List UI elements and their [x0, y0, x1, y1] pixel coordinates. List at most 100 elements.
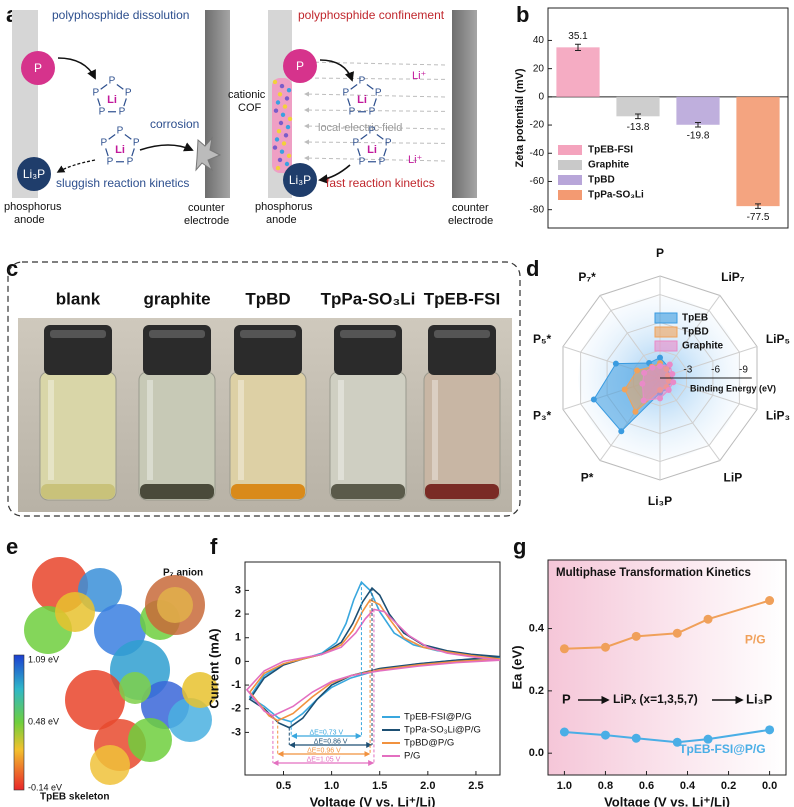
panel-label: d [526, 256, 539, 281]
radar-point [634, 367, 641, 374]
bond [100, 84, 108, 90]
arrow [318, 164, 351, 184]
cof-dot [283, 133, 289, 138]
x-tick-label: 0.2 [721, 780, 736, 792]
legend-label: TpEB-FSI [588, 145, 633, 156]
spoke [659, 377, 758, 410]
atom: P [342, 87, 349, 98]
panel-label: b [516, 2, 529, 27]
bar [556, 47, 600, 97]
atom: P [107, 156, 114, 167]
axis-label: Ea (eV) [509, 645, 524, 689]
field-arrow [304, 139, 446, 145]
label: COF [238, 102, 262, 114]
label: electrode [184, 215, 229, 227]
sample-label: blank [56, 289, 101, 308]
y-tick-label: -1 [231, 679, 241, 691]
series-marker [631, 733, 641, 743]
series-marker [559, 644, 569, 654]
esp-surface [182, 672, 218, 708]
bar [736, 96, 780, 207]
cof-dot [273, 108, 279, 113]
arrow [139, 142, 194, 152]
sample-label: TpBD [245, 289, 290, 308]
photo-frame [7, 261, 521, 517]
legend-label: TpBD [682, 327, 709, 338]
sample-label: TpPa-SO₃Li [321, 289, 416, 308]
plot-frame [547, 7, 789, 229]
vial-glare [338, 380, 344, 480]
r-tick-label: -6 [711, 365, 720, 376]
vial-glare [147, 380, 153, 480]
radar-point [640, 397, 647, 404]
vial-cap-shine [434, 330, 490, 338]
atom-ball [17, 157, 51, 191]
legend-swatch [654, 340, 678, 352]
esp-surface [55, 592, 95, 632]
atom-ball [283, 49, 317, 83]
series-marker [600, 642, 610, 652]
error-bar [635, 113, 641, 120]
radar-point [657, 354, 663, 361]
ion: Li⁺ [408, 154, 423, 166]
data-label: -77.5 [747, 212, 770, 223]
atom: Li [357, 94, 367, 106]
atom: Li₃P [289, 173, 311, 187]
chart-title: Multiphase Transformation Kinetics [556, 567, 751, 579]
axis-label: Current (mA) [206, 628, 221, 708]
series-marker [765, 725, 775, 735]
cof-dot [272, 79, 278, 85]
bond [373, 98, 377, 107]
x-tick-label: 1.0 [557, 780, 572, 792]
axis-label: LiP₇ [721, 270, 745, 284]
cof-dot [279, 83, 285, 89]
series-line [564, 599, 770, 650]
series-marker [703, 614, 713, 624]
field-arrow [304, 91, 446, 98]
bond [116, 84, 124, 90]
vial-cap-shine [149, 330, 205, 338]
atom: Li [115, 144, 125, 156]
esp-surface [65, 670, 125, 730]
x-tick-label: 0.0 [762, 780, 777, 792]
atom: P [296, 59, 304, 73]
series-marker [672, 628, 682, 638]
vial-glare [432, 380, 438, 480]
atom: Li [107, 94, 117, 106]
esp-surface [90, 745, 130, 785]
error-bar [695, 122, 701, 128]
atom: P [379, 156, 386, 167]
y-tick-label: 40 [533, 35, 545, 46]
vial-sediment [41, 484, 115, 499]
x-tick-label: 1.5 [372, 780, 387, 792]
y-tick-label: 0.0 [529, 747, 544, 759]
radar-point [657, 362, 663, 369]
corrosion-mark [195, 136, 222, 172]
atom: P [359, 76, 366, 87]
delta-label: ΔE=1.05 V [307, 756, 341, 763]
bar [616, 96, 660, 117]
esp-surface [128, 718, 172, 762]
atom: P [369, 126, 376, 137]
legend-label: TpBD@P/G [404, 738, 454, 749]
radar-point [665, 387, 672, 394]
legend-label: Graphite [682, 341, 724, 352]
plot-frame [244, 561, 501, 776]
series-marker [631, 631, 641, 641]
radar-point [670, 379, 677, 386]
legend-label: TpPa-SO₃Li [588, 190, 644, 201]
axis-label: P₅* [533, 332, 552, 346]
axis-label: P [656, 246, 664, 260]
radar-point [618, 428, 625, 435]
atom: P [117, 126, 124, 137]
label: TpEB skeleton [40, 792, 109, 803]
legend-label: TpEB [682, 313, 708, 324]
atom: P [100, 137, 107, 148]
caption: fast reaction kinetics [326, 176, 435, 190]
delta-label: ΔE=0.96 V [307, 747, 341, 754]
axis-label: Voltage (V vs. Li⁺/Li) [604, 794, 730, 807]
counter-electrode [452, 10, 477, 198]
cof-dot [281, 141, 287, 146]
y-tick-label: -20 [530, 120, 545, 131]
radar-point [621, 386, 628, 393]
